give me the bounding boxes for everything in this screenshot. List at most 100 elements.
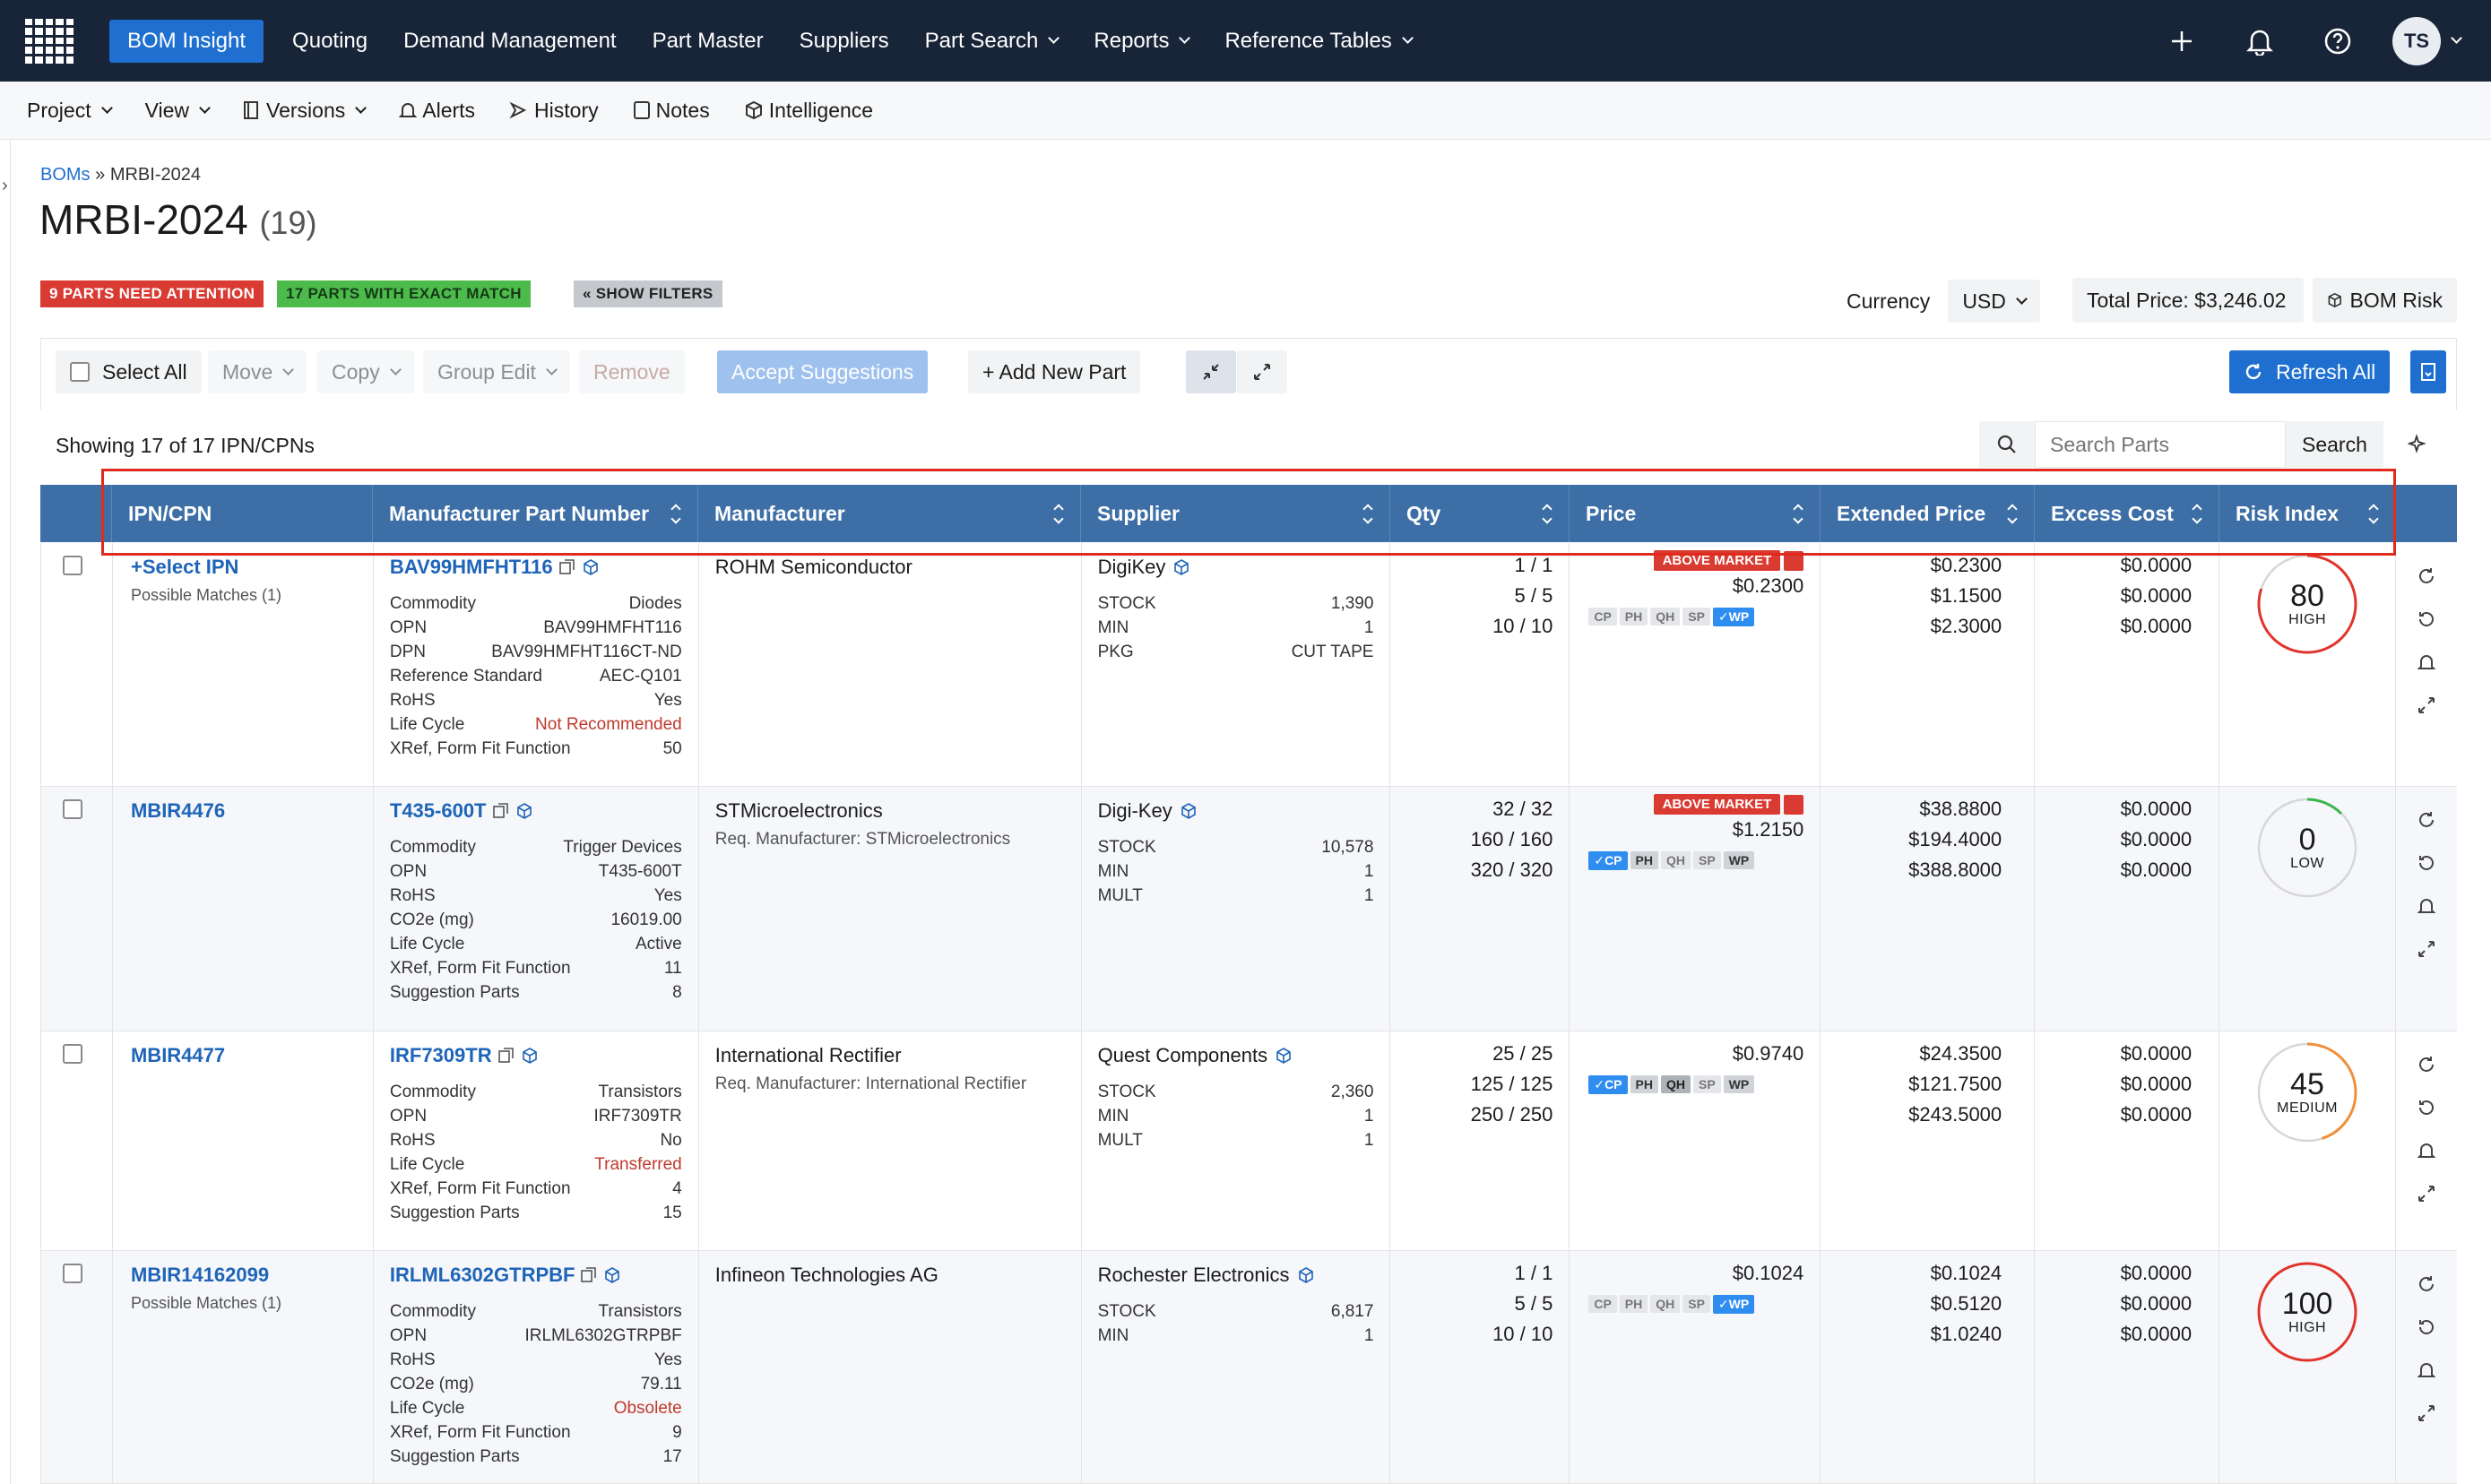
row-checkbox[interactable]	[63, 1264, 82, 1283]
menu-versions[interactable]: Versions	[243, 99, 368, 123]
row-checkbox[interactable]	[63, 556, 82, 575]
expand-icon[interactable]	[2417, 695, 2436, 715]
column-excess-cost[interactable]: Excess Cost	[2035, 485, 2219, 542]
bom-risk-button[interactable]: BOM Risk	[2313, 278, 2457, 323]
table-row[interactable]: +Select IPN Possible Matches (1) BAV99HMFH…	[40, 543, 2457, 787]
sort-icon[interactable]	[1542, 503, 1553, 524]
price-tag[interactable]: CP	[1588, 1295, 1617, 1313]
column-ipn-cpn[interactable]: IPN/CPN	[112, 485, 373, 542]
sort-icon[interactable]	[670, 503, 681, 524]
price-tag[interactable]: WP	[1723, 851, 1755, 869]
menu-alerts[interactable]: Alerts	[399, 99, 475, 123]
mpn-link[interactable]: IRF7309TR	[389, 1044, 492, 1066]
copy-icon[interactable]	[497, 1047, 515, 1065]
cube-icon[interactable]	[1180, 802, 1198, 820]
ipn-link[interactable]: MBIR4477	[130, 1044, 226, 1066]
history-icon[interactable]	[2417, 609, 2436, 629]
alert-icon[interactable]	[1784, 550, 1804, 571]
supplier-name[interactable]: Rochester Electronics	[1097, 1264, 1290, 1286]
bell-icon[interactable]	[2220, 0, 2298, 82]
search-button[interactable]: Search	[2286, 421, 2383, 468]
price-tag[interactable]: CP	[1588, 608, 1617, 626]
supplier-name[interactable]: Quest Components	[1097, 1044, 1268, 1066]
history-icon[interactable]	[2417, 853, 2436, 873]
supplier-name[interactable]: DigiKey	[1097, 556, 1166, 578]
price-tag[interactable]: ✓CP	[1588, 1075, 1628, 1094]
cube-icon[interactable]	[1297, 1266, 1315, 1284]
column-price[interactable]: Price	[1570, 485, 1821, 542]
bell-icon[interactable]	[2417, 652, 2436, 672]
cube-icon[interactable]	[1172, 558, 1190, 576]
refresh-icon[interactable]	[2417, 810, 2436, 830]
sort-icon[interactable]	[2192, 503, 2202, 524]
price-tag[interactable]: SP	[1692, 851, 1721, 869]
expand-icon[interactable]	[2417, 1184, 2436, 1204]
row-checkbox[interactable]	[63, 1044, 82, 1064]
select-all-checkbox[interactable]: Select All	[56, 350, 202, 393]
column-extended-price[interactable]: Extended Price	[1821, 485, 2035, 542]
avatar[interactable]: TS	[2392, 16, 2441, 65]
possible-matches[interactable]: Possible Matches (1)	[130, 1294, 282, 1312]
bell-icon[interactable]	[2417, 896, 2436, 916]
table-row[interactable]: MBIR4477 IRF7309TR Commodity Transistors OPN…	[40, 1031, 2457, 1251]
mpn-link[interactable]: IRLML6302GTRPBF	[389, 1264, 575, 1286]
column-supplier[interactable]: Supplier	[1081, 485, 1390, 542]
price-tag[interactable]: SP	[1682, 1295, 1710, 1313]
move-button[interactable]: Move	[208, 350, 307, 393]
currency-select[interactable]: USD	[1948, 280, 2040, 323]
menu-view[interactable]: View	[145, 99, 211, 123]
price-tag[interactable]: ✓WP	[1712, 1295, 1755, 1314]
table-row[interactable]: MBIR4476 T435-600T Commodity Trigger Device…	[40, 787, 2457, 1031]
group-edit-button[interactable]: Group Edit	[423, 350, 570, 393]
copy-icon[interactable]	[580, 1266, 598, 1284]
ipn-link[interactable]: +Select IPN	[130, 556, 239, 578]
refresh-all-button[interactable]: Refresh All	[2229, 350, 2391, 393]
nav-quoting[interactable]: Quoting	[292, 28, 368, 53]
price-tag[interactable]: PH	[1619, 608, 1648, 626]
plus-icon[interactable]	[2142, 0, 2220, 82]
nav-suppliers[interactable]: Suppliers	[799, 28, 889, 53]
mpn-link[interactable]: T435-600T	[389, 799, 487, 822]
help-icon[interactable]	[2298, 0, 2376, 82]
copy-icon[interactable]	[558, 558, 576, 576]
expand-icon[interactable]	[2417, 939, 2436, 959]
menu-notes[interactable]: Notes	[633, 99, 710, 123]
history-icon[interactable]	[2417, 1098, 2436, 1117]
collapsed-sidebar[interactable]: ›	[0, 140, 11, 1484]
accept-suggestions-button[interactable]: Accept Suggestions	[717, 350, 929, 393]
history-icon[interactable]	[2417, 1317, 2436, 1337]
expand-icon[interactable]	[1237, 350, 1287, 393]
collapse-icon[interactable]	[1186, 350, 1236, 393]
price-tag[interactable]: SP	[1692, 1075, 1721, 1093]
export-icon[interactable]	[2410, 350, 2446, 393]
menu-project[interactable]: Project	[27, 99, 113, 123]
price-tag[interactable]: QH	[1650, 608, 1681, 626]
sort-icon[interactable]	[2368, 503, 2379, 524]
price-tag[interactable]: SP	[1682, 608, 1710, 626]
price-tag[interactable]: QH	[1650, 1295, 1681, 1313]
breadcrumb-boms-link[interactable]: BOMs	[40, 165, 91, 185]
menu-intelligence[interactable]: Intelligence	[744, 99, 873, 123]
price-tag[interactable]: PH	[1619, 1295, 1648, 1313]
column-qty[interactable]: Qty	[1390, 485, 1570, 542]
search-icon[interactable]	[1979, 421, 2035, 468]
mpn-link[interactable]: BAV99HMFHT116	[389, 556, 553, 578]
expand-icon[interactable]	[2417, 1403, 2436, 1423]
sort-icon[interactable]	[1053, 503, 1064, 524]
nav-part-search[interactable]: Part Search	[907, 20, 1077, 63]
price-tag[interactable]: QH	[1660, 851, 1691, 869]
cube-icon[interactable]	[515, 802, 533, 820]
remove-button[interactable]: Remove	[579, 350, 685, 393]
exact-match-badge[interactable]: 17 PARTS WITH EXACT MATCH	[277, 280, 531, 307]
nav-demand-management[interactable]: Demand Management	[403, 28, 617, 53]
column-risk-index[interactable]: Risk Index	[2219, 485, 2396, 542]
refresh-icon[interactable]	[2417, 566, 2436, 586]
nav-bom-insight[interactable]: BOM Insight	[109, 19, 264, 63]
price-tag[interactable]: WP	[1723, 1075, 1755, 1093]
column-manufacturer[interactable]: Manufacturer	[698, 485, 1081, 542]
sort-icon[interactable]	[1362, 503, 1373, 524]
copy-icon[interactable]	[492, 802, 510, 820]
sort-icon[interactable]	[1793, 503, 1803, 524]
alert-icon[interactable]	[1784, 794, 1804, 815]
bell-icon[interactable]	[2417, 1360, 2436, 1380]
